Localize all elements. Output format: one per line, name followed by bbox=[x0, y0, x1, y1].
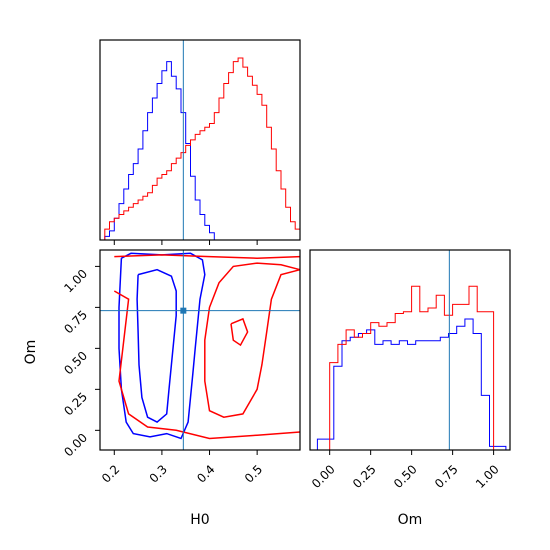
om-x-tick-label-1: 0.25 bbox=[350, 462, 379, 491]
contour-y-tick-label-1: 0.25 bbox=[61, 390, 90, 419]
om-marginal-panel: 0.00 0.25 0.50 0.75 1.00 Om bbox=[309, 249, 511, 528]
om-x-tick-label-3: 0.75 bbox=[432, 462, 461, 491]
contour-x-tick-label-3: 0.5 bbox=[242, 462, 265, 485]
h0-marginal-frame bbox=[99, 39, 301, 241]
contour-panel: 0.2 0.3 0.4 0.5 0.00 0.25 0.50 0.75 1.00 H0 Om bbox=[23, 249, 301, 528]
h0-hist-series-1 bbox=[100, 57, 301, 241]
contour-x-tick-label-2: 0.4 bbox=[194, 462, 217, 485]
contour-x-ticks: 0.2 0.3 0.4 0.5 bbox=[99, 450, 265, 486]
contour-line-1-2 bbox=[204, 262, 301, 418]
contour-y-tick-label-4: 1.00 bbox=[61, 267, 90, 296]
contour-y-tick-label-0: 0.00 bbox=[61, 431, 90, 460]
contour-y-tick-label-3: 0.75 bbox=[61, 308, 90, 337]
om-x-tick-label-4: 1.00 bbox=[473, 462, 502, 491]
contour-line-0-1 bbox=[136, 268, 177, 423]
contour-line-1-0 bbox=[114, 254, 301, 259]
contour-line-1-3 bbox=[230, 317, 249, 347]
contour-frame bbox=[99, 249, 301, 451]
om-x-tick-label-0: 0.00 bbox=[309, 462, 338, 491]
om-marginal-frame bbox=[309, 249, 511, 451]
contour-x-tick-label-0: 0.2 bbox=[99, 462, 122, 485]
om-marginal-ticks: 0.00 0.25 0.50 0.75 1.00 bbox=[309, 450, 502, 491]
h0-marginal-ticks bbox=[113, 240, 258, 245]
contour-x-tick-label-1: 0.3 bbox=[147, 462, 170, 485]
om-hist-series-1 bbox=[329, 285, 495, 450]
h0-axis-label: H0 bbox=[190, 512, 209, 528]
om-hist-series-0 bbox=[316, 318, 507, 450]
contour-y-ticks: 0.00 0.25 0.50 0.75 1.00 bbox=[61, 265, 100, 460]
contour-series-layer bbox=[113, 252, 301, 440]
contour-line-1-1 bbox=[113, 290, 301, 440]
om-marginal-series-layer bbox=[316, 285, 507, 450]
om-axis-label-bottom: Om bbox=[398, 512, 423, 528]
om-x-tick-label-2: 0.50 bbox=[391, 462, 420, 491]
contour-truth-marker bbox=[180, 307, 187, 314]
h0-marginal-panel bbox=[99, 39, 301, 245]
h0-hist-series-0 bbox=[100, 61, 215, 241]
contour-line-0-0 bbox=[118, 252, 206, 440]
contour-y-tick-label-2: 0.50 bbox=[61, 349, 90, 378]
om-axis-label-left: Om bbox=[23, 340, 39, 365]
h0-marginal-series-layer bbox=[100, 57, 301, 241]
